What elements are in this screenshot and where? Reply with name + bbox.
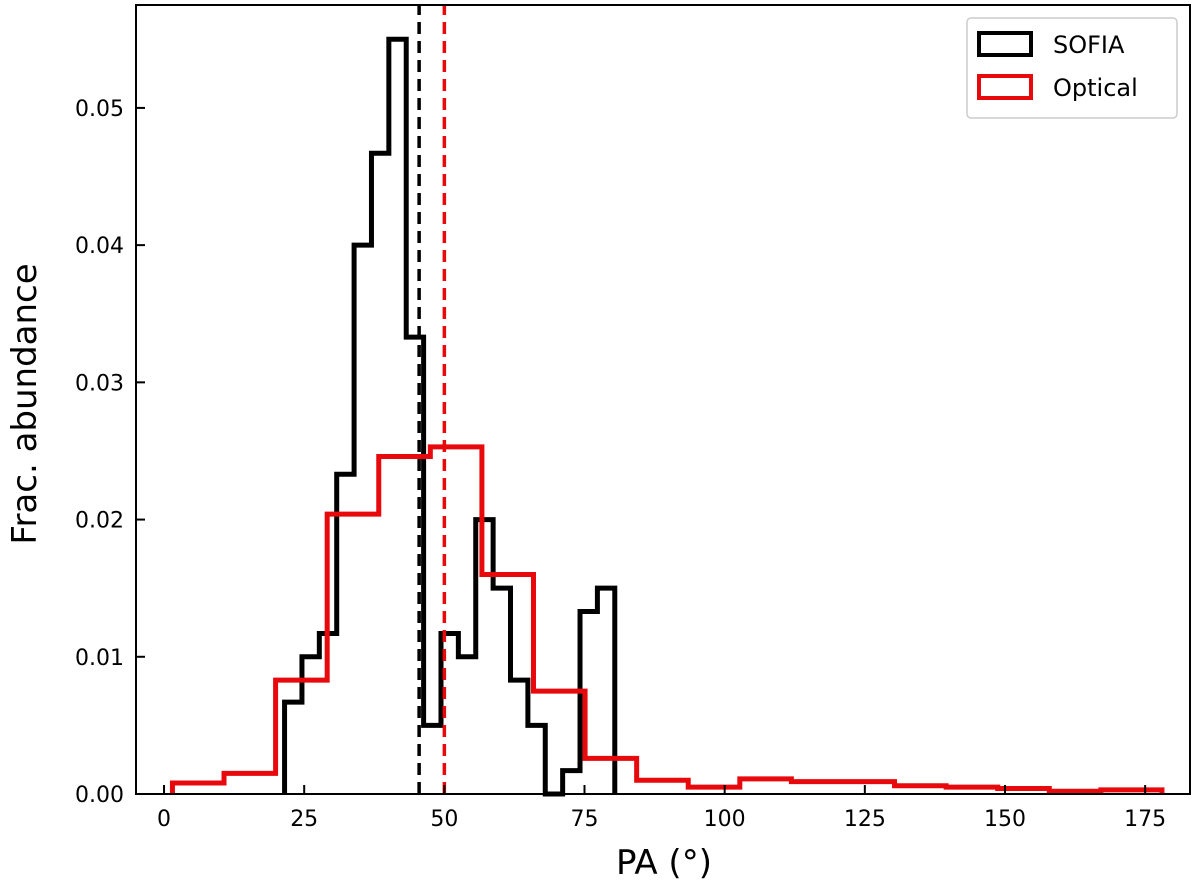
histogram-series-optical: [169, 444, 1165, 794]
y-tick-label: 0.02: [75, 509, 124, 534]
x-tick-label: 150: [984, 807, 1026, 832]
x-tick-label: 25: [290, 807, 318, 832]
axes: 0 25 50 75 100 125 150 175 0.00 0.01 0.02 0.03 0.04 0…: [75, 4, 1191, 832]
y-tick-label: 0.03: [75, 371, 124, 396]
legend-swatch-sofia: [977, 31, 1033, 57]
histogram-series-sofia: [282, 36, 618, 797]
y-tick-label: 0.00: [75, 783, 124, 808]
y-axis-title: Frac. abundance: [5, 263, 45, 544]
legend-swatch-optical: [977, 74, 1033, 100]
y-tick-label: 0.01: [75, 646, 124, 671]
x-axis-title: PA (°): [616, 843, 712, 883]
plot-area: [169, 5, 1165, 797]
y-tick-label: 0.04: [75, 234, 124, 259]
plot-frame: [135, 4, 1191, 795]
x-tick-label: 0: [157, 807, 171, 832]
y-tick-label: 0.05: [75, 97, 124, 122]
legend-box: [966, 17, 1178, 119]
legend-label-sofia: SOFIA: [1053, 31, 1125, 59]
x-tick-label: 75: [571, 807, 599, 832]
legend: SOFIA Optical: [966, 17, 1178, 119]
x-tick-label: 100: [704, 807, 746, 832]
x-tick-label: 175: [1124, 807, 1166, 832]
x-tick-label: 50: [430, 807, 458, 832]
legend-label-optical: Optical: [1053, 74, 1138, 102]
x-tick-label: 125: [844, 807, 886, 832]
